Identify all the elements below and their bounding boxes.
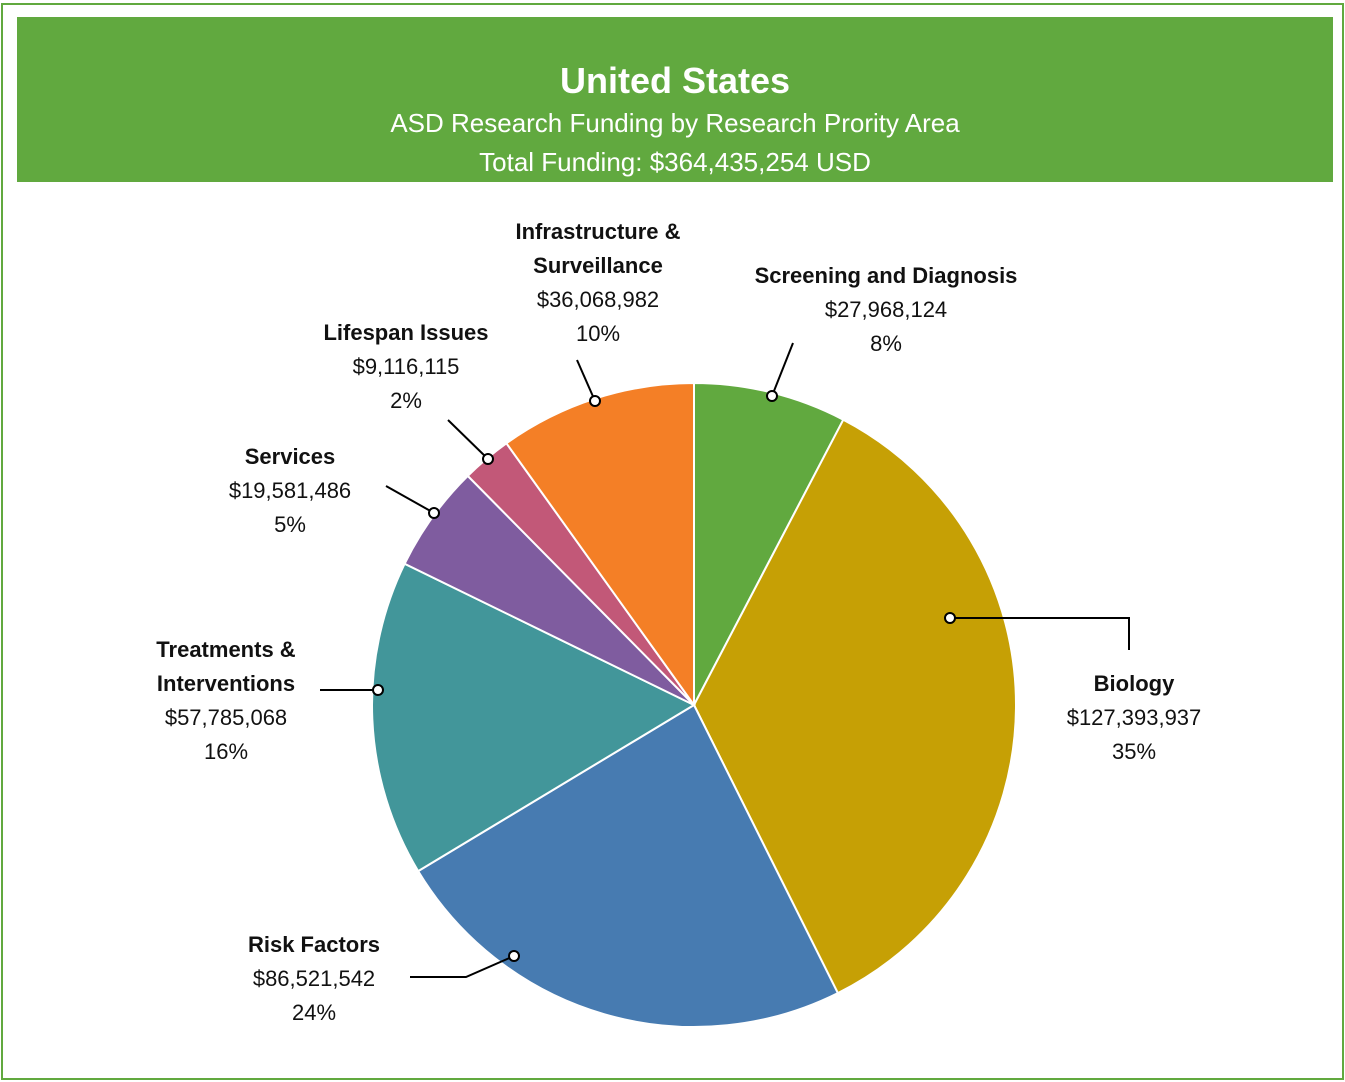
category-label: Services <box>244 444 336 469</box>
leader-dot <box>589 395 601 407</box>
leader-line <box>950 617 1130 650</box>
leader-line <box>576 359 596 402</box>
leader-line <box>447 419 489 460</box>
pie-slice <box>371 562 697 873</box>
category-label: Infrastructure & Surveillance <box>515 219 681 278</box>
leader-dot <box>428 507 440 519</box>
leader-dot <box>766 390 778 402</box>
category-label: Lifespan Issues <box>323 320 489 345</box>
slice-label: Biology $127,393,937 35% <box>984 667 1284 769</box>
category-label: Treatments & Interventions <box>156 637 296 696</box>
percent-label: 2% <box>390 388 422 413</box>
value-label: $86,521,542 <box>252 966 376 991</box>
chart-subtitle: ASD Research Funding by Research Prority… <box>390 108 960 138</box>
category-label: Biology <box>1093 671 1175 696</box>
percent-label: 8% <box>870 331 902 356</box>
percent-label: 5% <box>274 512 306 537</box>
leader-dot <box>508 950 520 962</box>
percent-label: 35% <box>1111 739 1157 764</box>
leader-line <box>410 955 515 978</box>
slice-label: Risk Factors $86,521,542 24% <box>164 928 464 1030</box>
total-label: Total Funding: $364,435,254 USD <box>479 147 871 177</box>
slice-label: Lifespan Issues $9,116,115 2% <box>256 316 556 418</box>
leader-line <box>385 485 435 514</box>
pie-slice <box>416 703 840 1028</box>
slice-label: Treatments & Interventions $57,785,068 16% <box>131 633 321 769</box>
value-label: $127,393,937 <box>1066 705 1202 730</box>
value-label: $36,068,982 <box>536 287 660 312</box>
slice-label: Infrastructure & Surveillance $36,068,982… <box>493 215 703 351</box>
percent-label: 24% <box>291 1000 337 1025</box>
percent-label: 16% <box>203 739 249 764</box>
category-label: Screening and Diagnosis <box>754 263 1018 288</box>
value-label: $9,116,115 <box>352 354 460 379</box>
category-label: Risk Factors <box>247 932 381 957</box>
leader-line <box>771 342 794 397</box>
chart-title: United States <box>559 60 791 101</box>
slice-label: Screening and Diagnosis $27,968,124 8% <box>686 259 1086 361</box>
leader-dot <box>944 612 956 624</box>
percent-label: 10% <box>575 321 621 346</box>
leader-dot <box>482 453 494 465</box>
value-label: $57,785,068 <box>164 705 288 730</box>
header: United States ASD Research Funding by Re… <box>17 17 1333 182</box>
leader-dot <box>372 684 384 696</box>
frame <box>1 3 1344 1080</box>
slice-label: Services $19,581,486 5% <box>140 440 440 542</box>
value-label: $19,581,486 <box>228 478 352 503</box>
pie-slice <box>692 418 1017 995</box>
value-label: $27,968,124 <box>824 297 948 322</box>
